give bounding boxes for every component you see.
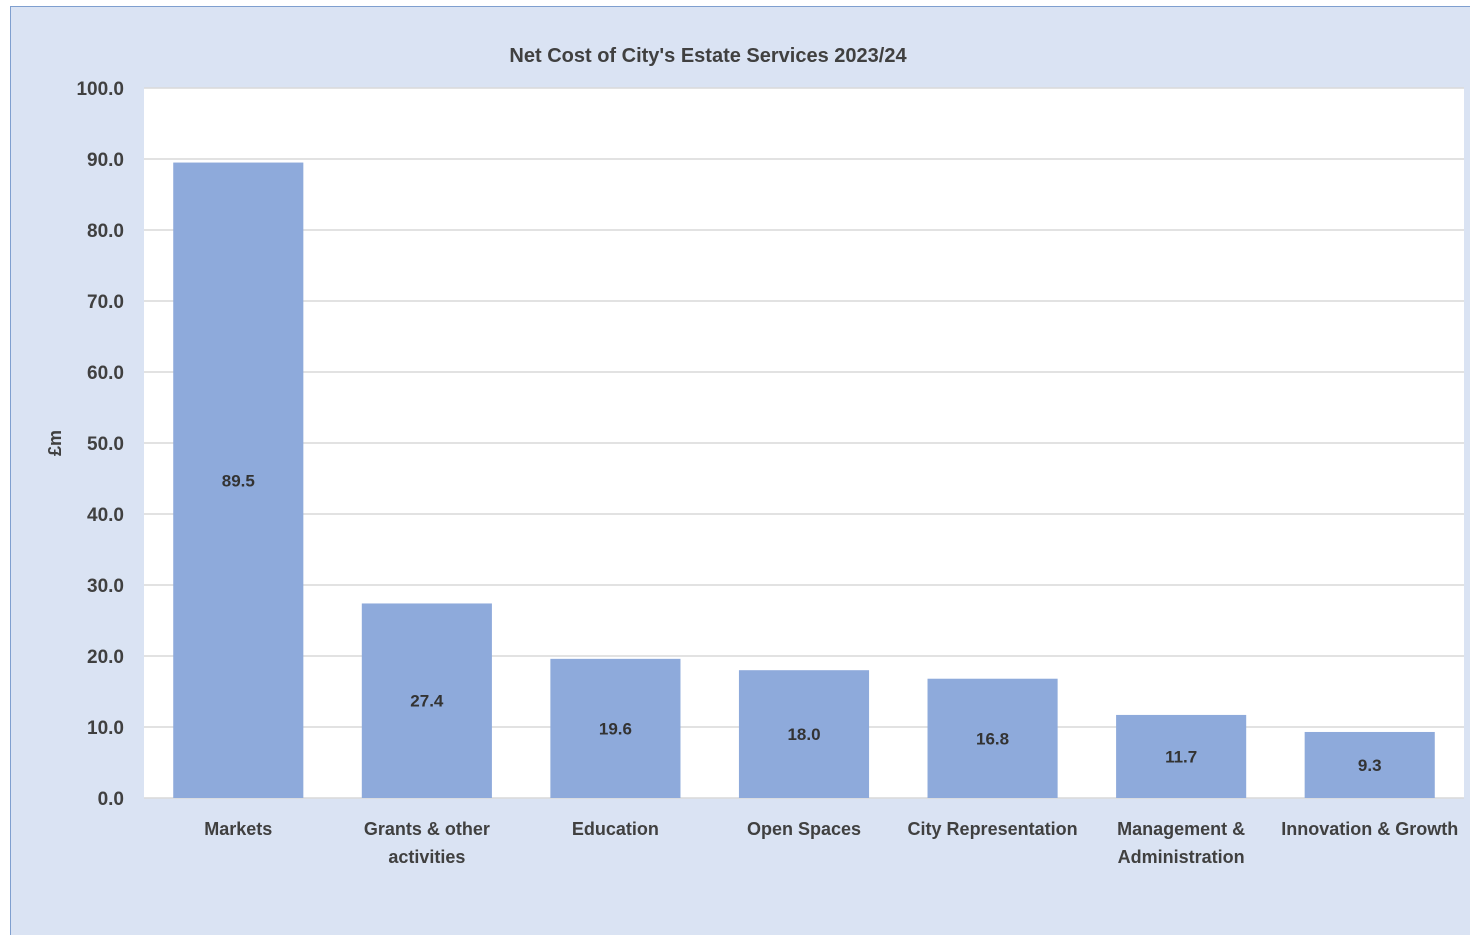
x-category-label: City Representation xyxy=(908,819,1078,839)
bar xyxy=(927,678,1058,798)
bar xyxy=(173,162,304,799)
x-category-label: activities xyxy=(388,847,465,867)
x-axis-categories: Markets Grants & other activities Education… xyxy=(204,819,1458,867)
bar-value-label: 27.4 xyxy=(410,692,444,711)
y-tick-label: 70.0 xyxy=(87,292,124,313)
y-tick-label: 50.0 xyxy=(87,434,124,455)
bar xyxy=(550,658,681,798)
bars: 89.5 27.4 19.6 18.0 16.8 11.7 9.3 xyxy=(173,162,1435,799)
gridlines xyxy=(144,87,1464,799)
y-tick-label: 30.0 xyxy=(87,576,124,597)
y-axis-label: £m xyxy=(45,430,65,456)
bar xyxy=(1116,714,1247,798)
y-tick-label: 60.0 xyxy=(87,363,124,384)
y-axis-ticks: 0.0 10.0 20.0 30.0 40.0 50.0 60.0 70.0 80.0 90.0 1… xyxy=(76,79,124,810)
y-tick-label: 40.0 xyxy=(87,505,124,526)
x-category-label: Innovation & Growth xyxy=(1281,819,1458,839)
x-category-label: Management & xyxy=(1117,819,1245,839)
y-tick-label: 100.0 xyxy=(76,79,124,100)
bar-value-label: 89.5 xyxy=(222,471,255,490)
bar-value-label: 18.0 xyxy=(787,725,820,744)
y-tick-label: 0.0 xyxy=(98,789,124,810)
x-category-label: Administration xyxy=(1118,847,1245,867)
y-tick-label: 20.0 xyxy=(87,647,124,668)
bar-value-label: 16.8 xyxy=(976,729,1009,748)
bar xyxy=(361,603,492,798)
x-category-label: Open Spaces xyxy=(747,819,861,839)
bar-value-label: 11.7 xyxy=(1165,747,1197,766)
y-tick-label: 80.0 xyxy=(87,221,124,242)
bar xyxy=(1304,731,1435,798)
x-category-label: Education xyxy=(572,819,659,839)
x-category-label: Markets xyxy=(204,819,272,839)
x-category-label: Grants & other xyxy=(364,819,490,839)
bar-value-label: 19.6 xyxy=(599,719,632,738)
bar xyxy=(738,670,870,798)
chart-title: Net Cost of City's Estate Services 2023/… xyxy=(509,45,907,67)
y-tick-label: 90.0 xyxy=(87,150,124,171)
y-tick-label: 10.0 xyxy=(87,718,124,739)
bar-value-label: 9.3 xyxy=(1358,756,1382,775)
